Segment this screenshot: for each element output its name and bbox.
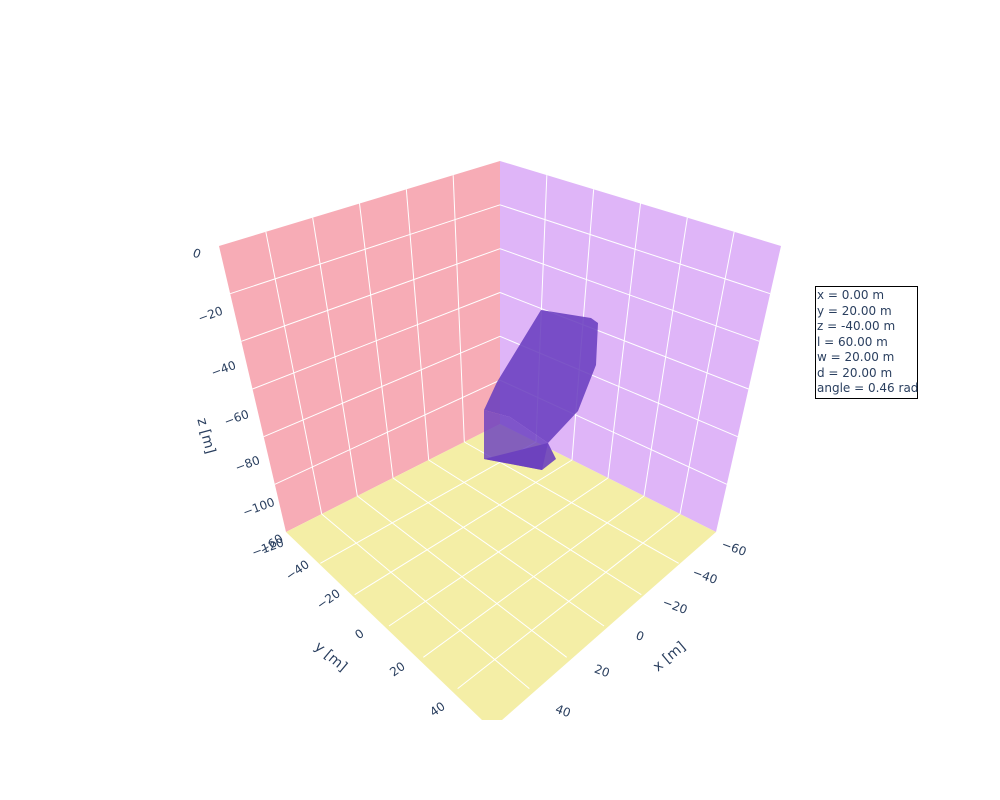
y-tick-label: 20	[387, 659, 408, 679]
z-tick-label: −60	[222, 407, 251, 429]
y-tick-label: 0	[352, 626, 366, 642]
body-mesh	[484, 310, 598, 470]
z-tick-label: −80	[233, 453, 262, 475]
z-tick-label: −100	[241, 495, 277, 519]
annotation-line-z: z = -40.00 m	[817, 319, 896, 333]
xz-wall	[219, 161, 500, 532]
x-tick-label: −60	[720, 537, 749, 559]
body-face-bottom	[484, 443, 556, 470]
x-tick-label: −40	[691, 565, 720, 587]
parameter-annotation-box: x = 0.00 m y = 20.00 m z = -40.00 m l = …	[815, 286, 918, 399]
z-tick-label: −40	[209, 358, 238, 380]
annotation-line-angle: angle = 0.46 rad	[817, 381, 919, 395]
y-axis-title: y [m]	[311, 639, 350, 675]
z-tick-label: −20	[196, 304, 225, 326]
y-tick-label: −40	[283, 557, 312, 583]
y-tick-label: 40	[427, 699, 448, 719]
y-tick-label: −20	[314, 586, 343, 612]
annotation-line-depth: d = 20.00 m	[817, 365, 893, 380]
x-tick-label: 40	[553, 702, 572, 720]
z-tick-label: 0	[191, 246, 203, 262]
grid-lines	[230, 175, 771, 690]
x-axis-title: x [m]	[650, 639, 689, 675]
x-tick-label: 20	[592, 662, 611, 680]
annotation-line-y: y = 20.00 m	[817, 303, 892, 318]
yz-wall	[500, 161, 781, 532]
grid-line	[274, 379, 501, 485]
annotation-line-width: w = 20.00 m	[817, 350, 895, 364]
annotation-line-length: l = 60.00 m	[817, 334, 888, 349]
grid-line	[457, 513, 681, 690]
floor-plane	[286, 424, 716, 720]
z-axis-title: z [m]	[193, 416, 218, 455]
x-tick-label: 0	[634, 628, 646, 644]
body-face-front	[484, 310, 598, 443]
x-tick-label: −20	[661, 595, 690, 617]
annotation-line-x: x = 0.00 m	[817, 288, 885, 302]
